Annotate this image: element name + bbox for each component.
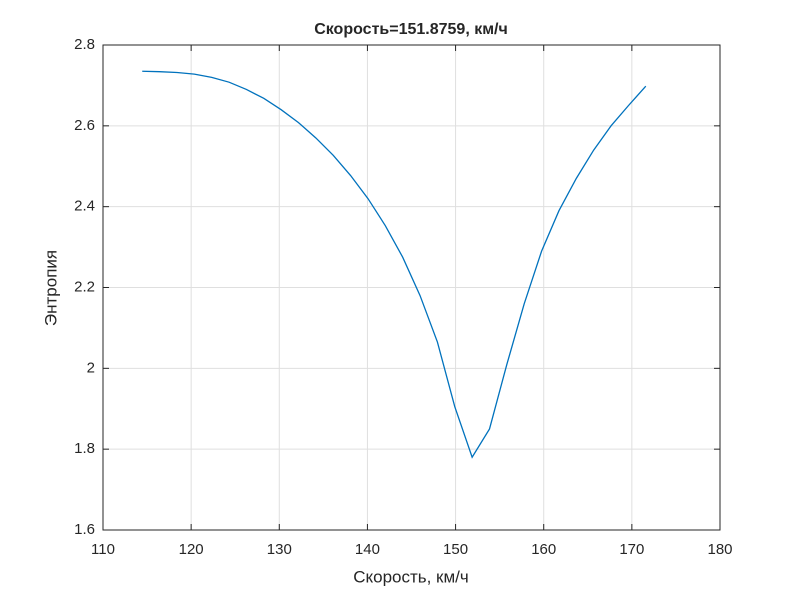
x-tick-label: 140 xyxy=(355,541,380,558)
y-axis-label: Энтропия xyxy=(41,250,60,326)
data-line xyxy=(142,70,647,459)
y-tick-label: 2.6 xyxy=(74,117,95,134)
y-tick-label: 2.2 xyxy=(74,278,95,295)
x-tick-label: 180 xyxy=(707,541,732,558)
x-axis-label: Скорость, км/ч xyxy=(353,567,469,586)
x-tick-label: 170 xyxy=(619,541,644,558)
y-tick-label: 2.4 xyxy=(74,198,95,215)
axes-box xyxy=(102,44,721,531)
y-tick-label: 1.8 xyxy=(74,440,95,457)
x-tick-label: 160 xyxy=(531,541,556,558)
chart-title: Скорость=151.8759, км/ч xyxy=(314,21,508,38)
x-tick-label: 130 xyxy=(267,541,292,558)
y-tick-label: 2 xyxy=(87,359,95,376)
y-tick-label: 2.8 xyxy=(74,36,95,53)
x-tick-label: 120 xyxy=(179,541,204,558)
y-tick-label: 1.6 xyxy=(74,521,95,538)
x-tick-label: 110 xyxy=(91,541,115,558)
x-tick-label: 150 xyxy=(443,541,468,558)
